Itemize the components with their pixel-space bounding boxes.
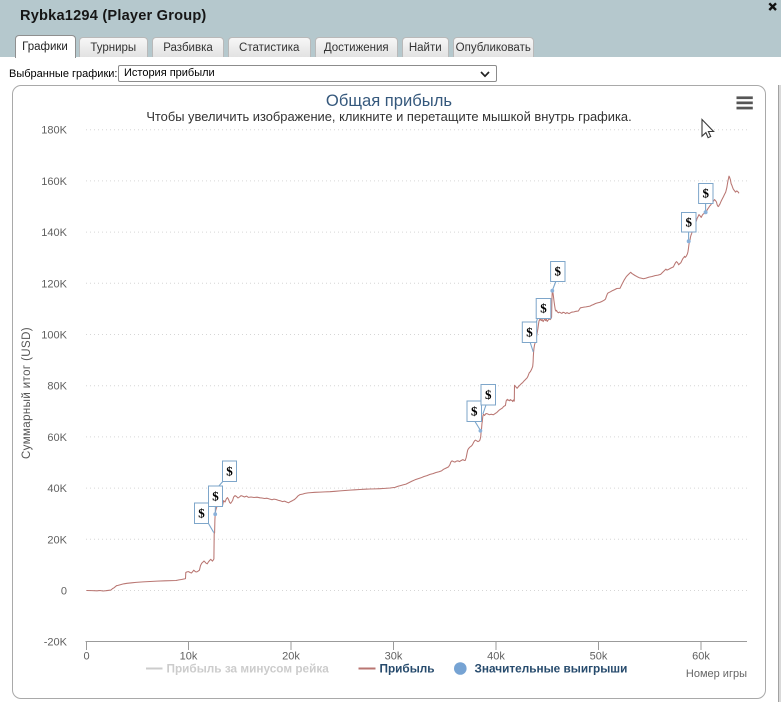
- svg-text:Чтобы увеличить изображение, к: Чтобы увеличить изображение, кликните и …: [146, 109, 631, 124]
- svg-text:$: $: [703, 186, 710, 201]
- svg-text:$: $: [526, 324, 533, 339]
- svg-text:40K: 40K: [47, 483, 67, 495]
- svg-text:0: 0: [61, 586, 67, 598]
- svg-text:Номер игры: Номер игры: [686, 668, 747, 680]
- svg-text:10k: 10k: [180, 651, 198, 663]
- svg-text:Общая прибыль: Общая прибыль: [326, 91, 452, 110]
- svg-text:30k: 30k: [385, 651, 403, 663]
- svg-text:$: $: [226, 463, 233, 478]
- svg-text:50k: 50k: [590, 651, 608, 663]
- svg-text:$: $: [471, 403, 478, 418]
- svg-text:$: $: [686, 214, 693, 229]
- svg-text:$: $: [555, 264, 562, 279]
- svg-text:100K: 100K: [41, 330, 67, 342]
- svg-text:Прибыль за минусом рейка: Прибыль за минусом рейка: [167, 662, 330, 676]
- svg-text:40k: 40k: [487, 651, 505, 663]
- svg-text:180K: 180K: [41, 125, 67, 137]
- svg-text:20k: 20k: [282, 651, 300, 663]
- svg-text:160K: 160K: [41, 176, 67, 188]
- svg-text:-20K: -20K: [44, 637, 68, 649]
- svg-text:Суммарный итог (USD): Суммарный итог (USD): [21, 327, 33, 459]
- svg-text:140K: 140K: [41, 227, 67, 239]
- svg-text:$: $: [198, 505, 205, 520]
- svg-text:$: $: [212, 488, 219, 503]
- svg-text:120K: 120K: [41, 278, 67, 290]
- svg-text:60k: 60k: [692, 651, 710, 663]
- svg-text:20K: 20K: [47, 534, 67, 546]
- svg-text:$: $: [540, 301, 547, 316]
- svg-text:Прибыль: Прибыль: [380, 662, 435, 676]
- svg-text:0: 0: [83, 651, 89, 663]
- svg-text:$: $: [485, 387, 492, 402]
- svg-text:60K: 60K: [47, 432, 67, 444]
- svg-text:80K: 80K: [47, 381, 67, 393]
- svg-text:Значительные выигрыши: Значительные выигрыши: [475, 662, 628, 676]
